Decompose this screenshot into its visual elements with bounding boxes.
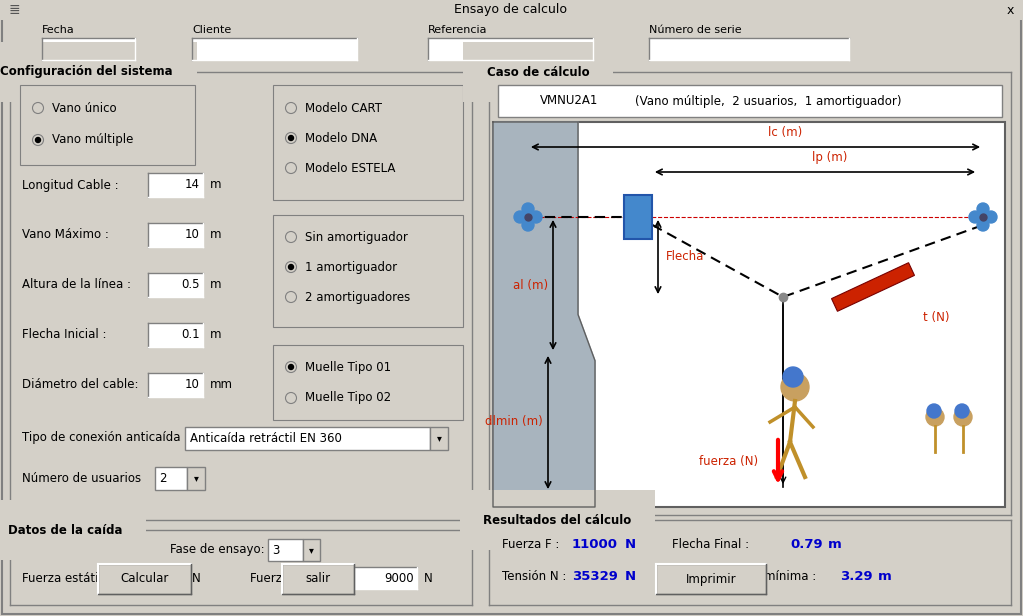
Text: 3: 3 [272,543,279,556]
Text: Cliente: Cliente [192,25,231,35]
Circle shape [286,393,296,403]
Text: Distancia Libre mínima :: Distancia Libre mínima : [672,570,816,583]
Text: 0.79: 0.79 [790,538,822,551]
Text: ▾: ▾ [437,433,442,443]
Text: 14: 14 [185,179,201,192]
FancyBboxPatch shape [192,38,357,60]
Circle shape [514,211,526,223]
Text: Sin amortiguador: Sin amortiguador [305,230,408,243]
Circle shape [286,232,296,242]
Circle shape [286,362,296,372]
Text: VMNU2A1: VMNU2A1 [540,94,598,108]
Text: Fase de ensayo:: Fase de ensayo: [170,543,265,556]
FancyBboxPatch shape [155,467,187,490]
Text: Muelle Tipo 01: Muelle Tipo 01 [305,360,391,373]
Circle shape [977,203,989,215]
Text: 10: 10 [185,378,201,392]
Text: Modelo DNA: Modelo DNA [305,131,377,145]
FancyBboxPatch shape [98,564,191,594]
Text: m: m [210,328,222,341]
Circle shape [969,211,981,223]
Text: N: N [424,572,433,585]
FancyBboxPatch shape [268,539,303,561]
FancyBboxPatch shape [148,323,203,347]
Text: m: m [210,229,222,241]
Circle shape [927,404,941,418]
Text: Modelo ESTELA: Modelo ESTELA [305,161,395,174]
Text: mm: mm [210,378,233,392]
Text: fuerza (N): fuerza (N) [699,455,758,469]
Text: Muelle Tipo 02: Muelle Tipo 02 [305,392,391,405]
Circle shape [783,367,803,387]
FancyBboxPatch shape [42,38,135,60]
Text: Tensión N :: Tensión N : [502,570,567,583]
Text: N: N [192,572,201,585]
FancyBboxPatch shape [430,427,448,450]
Text: Referencia: Referencia [428,25,488,35]
FancyBboxPatch shape [187,467,205,490]
Text: al (m): al (m) [513,278,548,291]
Text: t (N): t (N) [923,310,949,323]
Text: Vano único: Vano único [52,102,117,115]
Circle shape [954,408,972,426]
Text: Vano múltiple: Vano múltiple [52,134,133,147]
Circle shape [286,292,296,302]
Text: dlmin (m): dlmin (m) [485,416,543,429]
FancyBboxPatch shape [273,215,463,327]
FancyBboxPatch shape [148,273,203,297]
Text: Configuración del sistema: Configuración del sistema [0,65,173,78]
Text: 1 amortiguador: 1 amortiguador [305,261,397,274]
Circle shape [286,133,296,143]
FancyBboxPatch shape [282,564,354,594]
FancyBboxPatch shape [352,567,417,589]
Text: Caso de cálculo: Caso de cálculo [487,65,589,78]
Text: Imprimir: Imprimir [685,572,737,585]
Text: 2000: 2000 [152,572,182,585]
FancyBboxPatch shape [148,223,203,247]
FancyBboxPatch shape [493,122,1005,507]
Text: Datos de la caída: Datos de la caída [7,524,122,537]
FancyBboxPatch shape [656,564,766,594]
Text: 9000: 9000 [385,572,414,585]
Circle shape [985,211,997,223]
Text: m: m [210,278,222,291]
Text: Número de serie: Número de serie [649,25,742,35]
Text: ▾: ▾ [193,473,198,483]
Polygon shape [493,122,595,507]
FancyBboxPatch shape [832,262,915,311]
Text: m: m [878,570,892,583]
Text: Flecha Inicial :: Flecha Inicial : [23,328,106,341]
Text: 10: 10 [185,229,201,241]
FancyBboxPatch shape [273,85,463,200]
Text: 0.1: 0.1 [181,328,201,341]
FancyBboxPatch shape [148,373,203,397]
Text: ≣: ≣ [8,3,19,17]
Text: Fuerza F :: Fuerza F : [502,538,560,551]
Circle shape [286,103,296,113]
FancyBboxPatch shape [498,85,1002,117]
Circle shape [33,103,43,113]
Text: Calcular: Calcular [121,572,169,585]
Text: Diámetro del cable:: Diámetro del cable: [23,378,138,392]
Circle shape [33,135,43,145]
Circle shape [530,211,542,223]
Text: 2: 2 [159,471,167,485]
FancyBboxPatch shape [0,0,1023,20]
Text: Anticaída retráctil EN 360: Anticaída retráctil EN 360 [190,431,342,445]
Text: N: N [625,538,636,551]
Circle shape [36,137,41,142]
Text: Tipo de conexión anticaída :: Tipo de conexión anticaída : [23,431,188,445]
Circle shape [286,163,296,173]
Text: (Vano múltiple,  2 usuarios,  1 amortiguador): (Vano múltiple, 2 usuarios, 1 amortiguad… [635,94,901,108]
Text: Flecha Final :: Flecha Final : [672,538,749,551]
Text: Fecha: Fecha [42,25,75,35]
Text: x: x [1007,4,1014,17]
Text: Número de usuarios: Número de usuarios [23,471,141,485]
Text: Flecha: Flecha [666,251,705,264]
Text: Fuerza estática :: Fuerza estática : [23,572,120,585]
Circle shape [288,264,294,270]
Circle shape [522,203,534,215]
Circle shape [522,219,534,231]
Text: N: N [625,570,636,583]
